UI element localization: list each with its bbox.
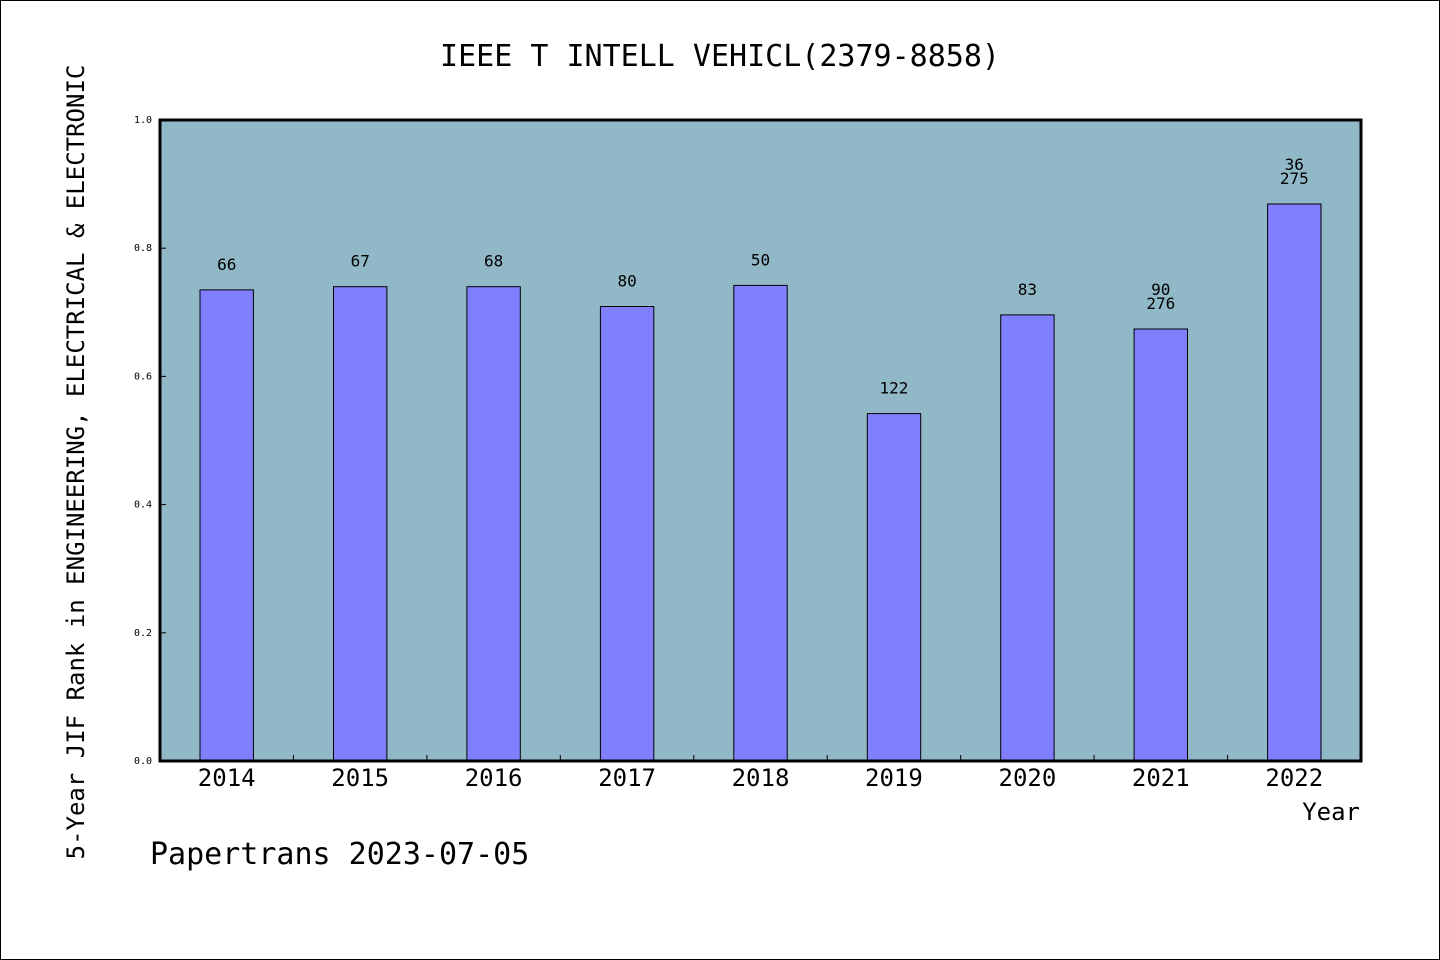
- bar-label-2019: 122: [879, 379, 908, 398]
- plot-border: [158, 118, 1363, 763]
- bar-2022: [1267, 203, 1322, 762]
- bar-label-2021: 90: [1151, 280, 1170, 299]
- bar-label-2017: 80: [617, 272, 636, 291]
- footer-text: Papertrans 2023-07-05: [150, 837, 529, 872]
- x-axis-label: Year: [1302, 798, 1360, 826]
- bar-label-2021: 276: [1146, 294, 1175, 313]
- y-tick-label-0.8: 0.8: [134, 243, 152, 254]
- chart-title: IEEE T INTELL VEHICL(2379-8858): [440, 39, 1000, 74]
- bars-group: [199, 203, 1322, 762]
- y-tick-label-0.6: 0.6: [134, 371, 152, 382]
- bar-2014: [199, 289, 254, 762]
- bar-label-2022: 36: [1285, 155, 1304, 174]
- bar-label-2015: 67: [351, 252, 370, 271]
- x-tick-label-2014: 2014: [198, 764, 256, 792]
- y-tick-label-0.2: 0.2: [134, 628, 152, 639]
- x-axis-ticks: 2014 2015 2016 2017 2018 2019 2020 2021 2022: [198, 755, 1323, 792]
- bar-label-2016: 68: [484, 252, 503, 271]
- x-tick-label-2021: 2021: [1132, 764, 1190, 792]
- x-tick-label-2019: 2019: [865, 764, 923, 792]
- bar-2017: [599, 306, 655, 762]
- bar-2015: [333, 286, 388, 762]
- bar-2021: [1133, 328, 1188, 762]
- bar-2020: [1000, 314, 1055, 762]
- y-tick-label-0.0: 0.0: [134, 756, 152, 767]
- bar-label-2020: 83: [1018, 280, 1037, 299]
- x-tick-label-2020: 2020: [999, 764, 1057, 792]
- x-tick-label-2017: 2017: [598, 764, 656, 792]
- bar-label-2018: 50: [751, 250, 770, 269]
- x-tick-label-2022: 2022: [1265, 764, 1323, 792]
- bar-2019: [866, 413, 922, 762]
- x-tick-label-2016: 2016: [465, 764, 523, 792]
- bar-label-2014: 66: [217, 255, 236, 274]
- bar-2016: [466, 286, 521, 762]
- y-tick-label-1.0: 1.0: [134, 115, 152, 126]
- bar-2018: [733, 284, 788, 762]
- x-tick-label-2018: 2018: [732, 764, 790, 792]
- y-axis-label: 5-Year JIF Rank in ENGINEERING, ELECTRIC…: [62, 65, 90, 860]
- y-tick-label-0.4: 0.4: [134, 500, 152, 511]
- bar-label-2022: 275: [1280, 169, 1309, 188]
- x-tick-label-2015: 2015: [331, 764, 389, 792]
